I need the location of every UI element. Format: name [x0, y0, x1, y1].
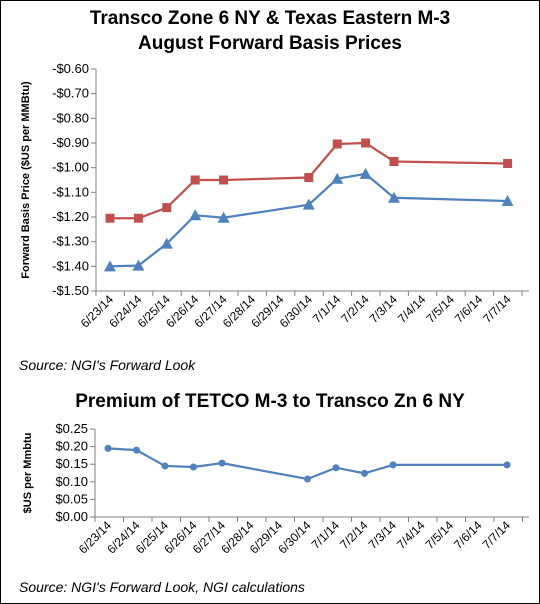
data-point	[218, 459, 226, 467]
data-point	[304, 173, 314, 183]
y-tick-label: -$0.60	[52, 61, 89, 76]
data-point	[302, 198, 315, 210]
x-tick-label: 7/5/14	[423, 518, 457, 552]
data-point	[104, 444, 112, 452]
y-axis-title: $US per Mmbtu	[22, 433, 34, 514]
series-line	[107, 447, 507, 481]
data-point	[160, 237, 173, 249]
data-point	[503, 158, 513, 168]
chart1-subtitle: August Forward Basis Prices	[138, 33, 402, 54]
data-point	[132, 259, 145, 271]
y-tick-label: $0.00	[55, 509, 88, 524]
y-tick-label: -$1.50	[52, 283, 89, 298]
chart1-plot: -$0.60 -$0.70 -$0.80 -$0.90 -$1.00 -$1.10 -$1.…	[20, 61, 529, 330]
chart1-title: Transco Zone 6 NY & Texas Eastern M-3	[89, 8, 451, 29]
data-point	[389, 461, 397, 469]
data-point	[361, 138, 371, 148]
data-point	[332, 139, 342, 149]
x-tick-label: 7/4/14	[394, 518, 428, 552]
data-point	[104, 260, 116, 272]
data-point	[331, 172, 344, 184]
data-point	[501, 194, 514, 206]
data-point	[219, 175, 229, 185]
y-axis-title: Forward Basis Price ($US per MMBtu)	[20, 81, 32, 279]
chart1-source: Source: NGI's Forward Look	[19, 357, 196, 373]
x-tick-label: 7/3/14	[366, 518, 400, 552]
data-point	[361, 469, 368, 477]
data-point	[190, 175, 200, 185]
y-tick-label: -$0.70	[52, 86, 89, 101]
x-tick-label: 7/7/14	[480, 518, 514, 552]
data-point	[359, 167, 372, 179]
y-tick-label: $0.25	[55, 421, 88, 436]
y-tick-label: $0.05	[55, 491, 88, 506]
data-point	[389, 157, 399, 166]
x-tick-label: 6/30/14	[275, 518, 313, 556]
y-tick-label: -$0.90	[52, 135, 89, 150]
x-tick-label: 7/2/14	[337, 518, 371, 552]
y-tick-label: $0.15	[55, 456, 88, 471]
chart2-source: Source: NGI's Forward Look, NGI calculat…	[19, 579, 305, 595]
x-tick-label: 7/6/14	[451, 518, 485, 552]
series-line	[110, 141, 508, 220]
y-tick-label: $0.10	[55, 474, 88, 489]
data-point	[189, 209, 202, 221]
y-tick-label: -$1.10	[52, 184, 89, 199]
data-point	[105, 213, 115, 223]
data-point	[162, 203, 172, 213]
y-tick-label: -$0.80	[52, 110, 89, 125]
data-point	[503, 461, 511, 469]
data-point	[190, 463, 197, 471]
y-tick-label: $0.20	[55, 439, 88, 454]
y-tick-label: -$1.40	[52, 258, 89, 273]
y-tick-label: -$1.00	[52, 160, 89, 175]
x-tick-label: 7/1/14	[309, 518, 343, 552]
data-point	[388, 191, 400, 203]
data-point	[304, 475, 311, 483]
data-point	[161, 462, 169, 470]
data-point	[217, 211, 230, 223]
y-tick-label: -$1.20	[52, 209, 89, 224]
data-point	[332, 464, 340, 472]
y-tick-label: -$1.30	[52, 234, 89, 249]
series-line	[109, 172, 508, 268]
chart2-title: Premium of TETCO M-3 to Transco Zn 6 NY	[75, 391, 465, 412]
data-point	[133, 213, 143, 223]
data-point	[133, 446, 140, 454]
